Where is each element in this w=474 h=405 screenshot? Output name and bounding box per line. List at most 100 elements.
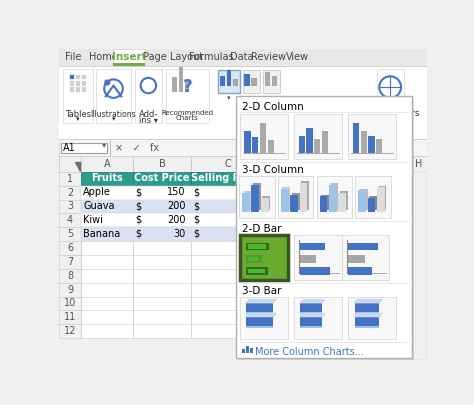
Text: A1: A1 — [63, 143, 76, 153]
Bar — [69, 86, 74, 92]
Text: Data: Data — [230, 52, 253, 62]
Text: C: C — [224, 159, 231, 169]
Text: 4: 4 — [67, 215, 73, 225]
Bar — [329, 185, 337, 212]
Text: 9: 9 — [67, 285, 73, 294]
Bar — [246, 346, 249, 353]
Bar — [59, 324, 81, 338]
Text: Cost Price: Cost Price — [134, 173, 189, 183]
Bar — [253, 183, 261, 210]
Bar — [247, 256, 258, 261]
Bar — [238, 99, 414, 360]
Bar — [314, 139, 320, 153]
Text: File: File — [65, 52, 82, 62]
Bar — [245, 74, 250, 85]
Bar — [355, 319, 379, 328]
Text: 3: 3 — [67, 201, 73, 211]
Text: B: B — [159, 159, 165, 169]
Bar — [360, 189, 368, 210]
Bar — [300, 243, 325, 250]
Bar — [321, 195, 329, 210]
Bar — [307, 128, 313, 153]
Bar — [322, 131, 328, 153]
Polygon shape — [300, 313, 325, 317]
Bar — [173, 77, 177, 92]
Bar — [348, 243, 378, 250]
Text: More Column Charts...: More Column Charts... — [255, 347, 364, 356]
Bar — [292, 193, 300, 210]
Bar — [355, 305, 379, 314]
Bar — [294, 114, 342, 159]
Bar — [340, 191, 347, 210]
Bar — [348, 267, 372, 275]
Bar — [59, 139, 427, 156]
Bar — [348, 296, 396, 339]
Text: Selling Price: Selling Price — [191, 173, 261, 183]
Bar — [251, 78, 257, 85]
Text: $: $ — [193, 215, 200, 225]
Bar — [300, 319, 322, 328]
Bar — [264, 227, 273, 241]
Bar — [247, 244, 266, 249]
Bar — [61, 143, 107, 153]
Bar — [133, 156, 191, 172]
Bar — [59, 310, 81, 324]
Bar — [246, 255, 262, 263]
Bar — [272, 76, 277, 85]
Bar — [246, 319, 273, 328]
Bar — [412, 172, 427, 360]
Bar — [353, 123, 359, 153]
Bar — [379, 185, 386, 210]
Bar — [283, 187, 290, 210]
Bar — [348, 255, 365, 263]
Bar — [81, 80, 86, 85]
Bar — [264, 172, 273, 185]
Bar — [348, 114, 396, 159]
Text: $: $ — [135, 229, 141, 239]
Bar — [260, 123, 266, 153]
Text: ▾: ▾ — [102, 141, 106, 149]
Text: ▾: ▾ — [250, 95, 253, 101]
Bar — [300, 183, 307, 212]
Bar — [242, 349, 245, 353]
Bar — [239, 176, 275, 218]
Text: 230: 230 — [244, 201, 262, 211]
Text: $: $ — [193, 201, 200, 211]
Text: Banana: Banana — [83, 229, 120, 239]
Text: Insert: Insert — [112, 52, 146, 62]
Text: $: $ — [135, 215, 141, 225]
Bar — [377, 187, 385, 212]
Text: Fruits: Fruits — [91, 173, 123, 183]
Text: Guava: Guava — [83, 201, 115, 211]
Bar — [236, 96, 412, 358]
Bar — [81, 213, 264, 227]
Bar — [278, 176, 313, 218]
Text: 200: 200 — [244, 187, 262, 197]
Bar — [376, 139, 383, 153]
Bar — [81, 200, 264, 213]
Text: 2-D Bar: 2-D Bar — [242, 224, 282, 234]
Text: 5: 5 — [67, 229, 73, 239]
Bar — [244, 191, 251, 210]
Bar — [81, 172, 267, 338]
Bar — [268, 140, 274, 153]
Bar — [59, 213, 81, 227]
Bar — [59, 296, 81, 310]
Polygon shape — [355, 313, 383, 317]
Bar — [246, 243, 269, 250]
Bar — [300, 305, 322, 314]
Bar — [59, 185, 81, 200]
Text: 30: 30 — [173, 229, 186, 239]
Text: Page Layout: Page Layout — [143, 52, 203, 62]
Bar — [81, 74, 86, 79]
Text: 3D: 3D — [384, 109, 396, 118]
Bar — [368, 198, 375, 212]
Bar — [412, 156, 427, 172]
Bar — [240, 296, 288, 339]
Bar — [262, 196, 270, 210]
Text: Recommended: Recommended — [161, 110, 213, 116]
Text: ins ▾: ins ▾ — [139, 115, 158, 125]
Bar — [59, 255, 81, 269]
Bar — [243, 70, 260, 93]
Text: Charts: Charts — [176, 115, 199, 121]
